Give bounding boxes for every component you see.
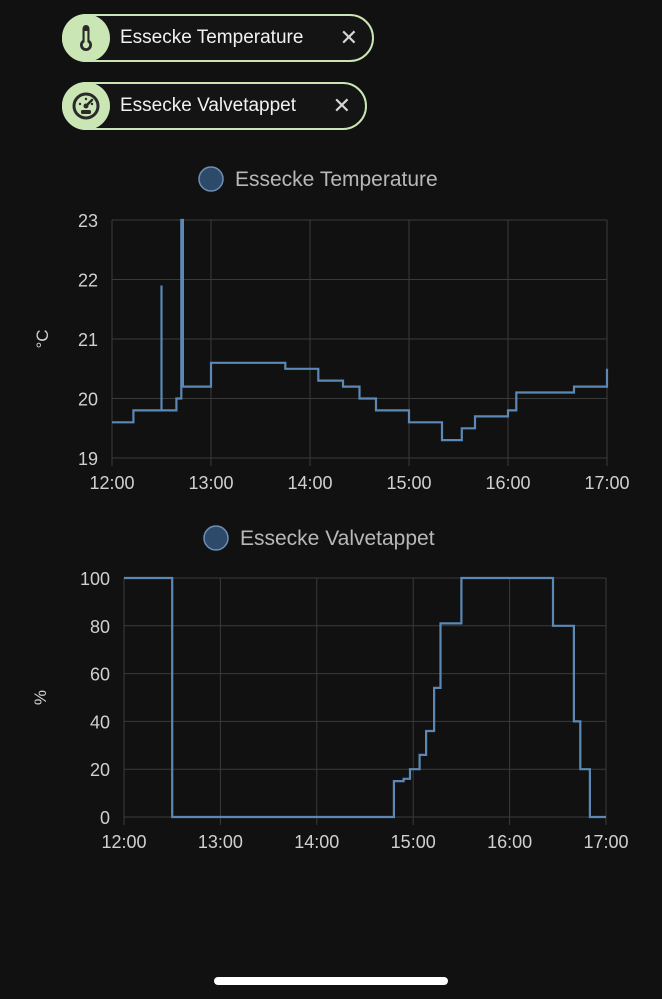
- y-tick-label: 60: [90, 665, 110, 685]
- y-tick-label: 20: [90, 760, 110, 780]
- filter-chip-label: Essecke Temperature: [120, 27, 304, 48]
- home-indicator[interactable]: [214, 977, 448, 985]
- x-tick-label: 17:00: [583, 832, 628, 852]
- legend-label: Essecke Temperature: [235, 168, 438, 191]
- y-tick-label: 40: [90, 712, 110, 732]
- y-tick-label: 100: [80, 569, 110, 589]
- y-axis-label: %: [31, 690, 50, 705]
- y-tick-label: 20: [78, 390, 98, 410]
- x-tick-label: 13:00: [198, 832, 243, 852]
- y-tick-label: 21: [78, 330, 98, 350]
- x-tick-label: 16:00: [487, 832, 532, 852]
- legend-label: Essecke Valvetappet: [240, 527, 435, 550]
- valve-chart: Essecke Valvetappet 12:00 13:00 14:00 15:00 1…: [31, 525, 629, 852]
- close-icon[interactable]: ✕: [339, 25, 358, 50]
- y-tick-label: 22: [78, 271, 98, 291]
- legend-swatch: [203, 525, 229, 551]
- y-tick-label: 19: [78, 449, 98, 469]
- filter-chip-label: Essecke Valvetappet: [120, 95, 297, 116]
- y-tick-label: 23: [78, 211, 98, 231]
- y-axis-label: °C: [33, 329, 52, 348]
- x-tick-label: 15:00: [386, 473, 431, 493]
- series-line: [112, 218, 609, 442]
- x-tick-label: 17:00: [584, 473, 629, 493]
- x-tick-label: 15:00: [391, 832, 436, 852]
- filter-chip-temperature[interactable]: Essecke Temperature ✕: [62, 14, 374, 62]
- x-tick-label: 14:00: [287, 473, 332, 493]
- y-tick-label: 0: [100, 808, 110, 828]
- legend-swatch: [198, 166, 224, 192]
- series-line: [124, 576, 606, 819]
- temperature-chart: Essecke Temperature 12:00 13:00 14:00 15:00 1…: [33, 166, 630, 493]
- y-tick-label: 80: [90, 617, 110, 637]
- close-icon[interactable]: ✕: [332, 93, 351, 118]
- x-tick-label: 12:00: [89, 473, 134, 493]
- x-tick-label: 16:00: [485, 473, 530, 493]
- x-tick-label: 14:00: [294, 832, 339, 852]
- filter-chip-valve[interactable]: Essecke Valvetappet ✕: [62, 82, 367, 130]
- x-tick-label: 13:00: [188, 473, 233, 493]
- gauge-icon: [62, 82, 110, 130]
- thermometer-icon: [62, 14, 110, 62]
- x-tick-label: 12:00: [101, 832, 146, 852]
